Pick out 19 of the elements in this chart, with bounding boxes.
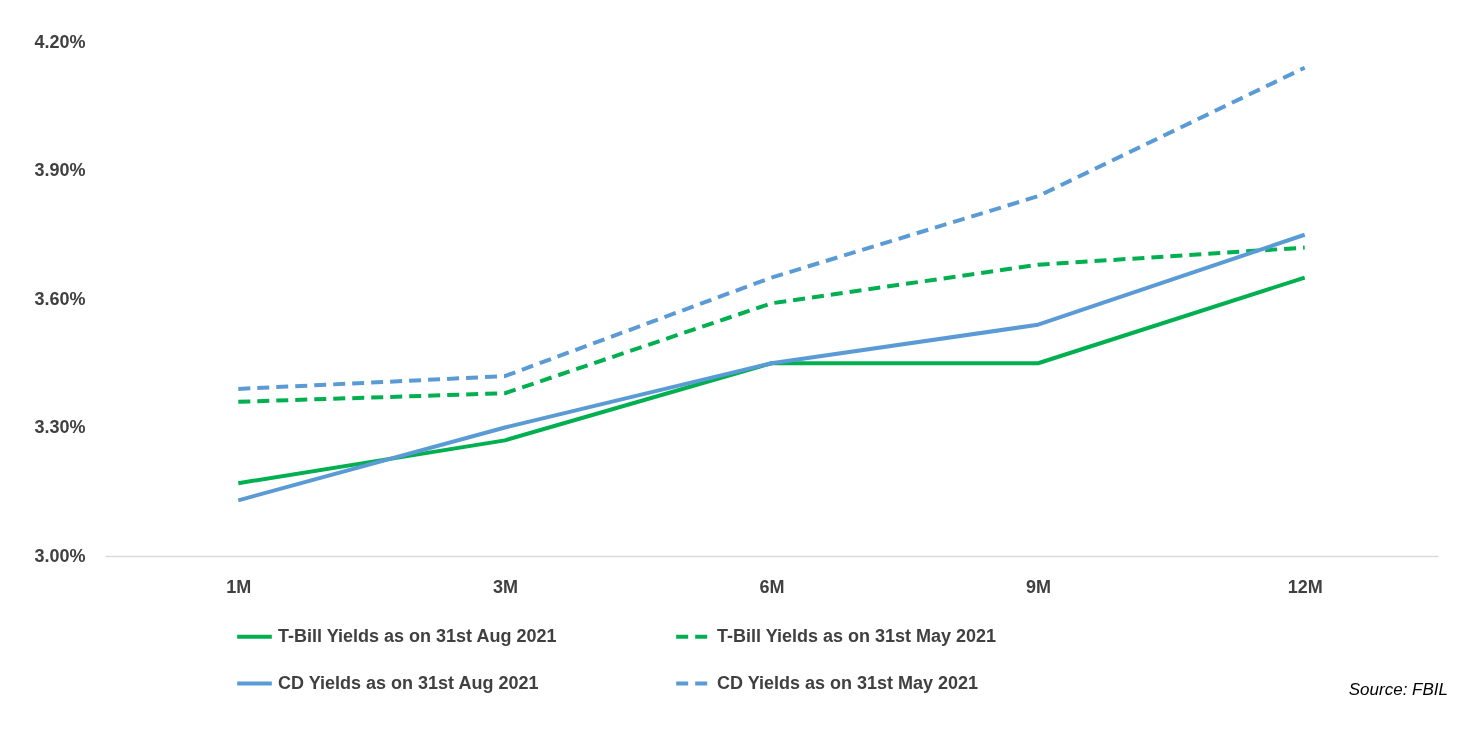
y-tick-label: 3.00%	[34, 545, 86, 566]
legend-label: T-Bill Yields as on 31st Aug 2021	[278, 625, 557, 646]
x-tick-label: 1M	[226, 576, 252, 597]
y-tick-label: 3.90%	[34, 160, 86, 180]
x-tick-label: 6M	[759, 576, 785, 597]
y-tick-label: 3.30%	[34, 417, 86, 437]
x-tick-label: 12M	[1287, 576, 1323, 597]
legend-label: CD Yields as on 31st May 2021	[717, 672, 979, 693]
x-tick-label: 9M	[1026, 576, 1052, 597]
x-tick-label: 3M	[492, 576, 518, 597]
source-note: Source: FBIL	[1348, 680, 1448, 699]
y-tick-label: 3.60%	[34, 288, 86, 309]
legend-label: CD Yields as on 31st Aug 2021	[278, 672, 539, 693]
line-series	[236, 245, 1307, 404]
line-series	[236, 275, 1307, 486]
legend-label: T-Bill Yields as on 31st May 2021	[717, 625, 997, 646]
line-series	[236, 65, 1307, 391]
line-series	[236, 232, 1307, 503]
y-tick-label: 4.20%	[34, 31, 86, 52]
